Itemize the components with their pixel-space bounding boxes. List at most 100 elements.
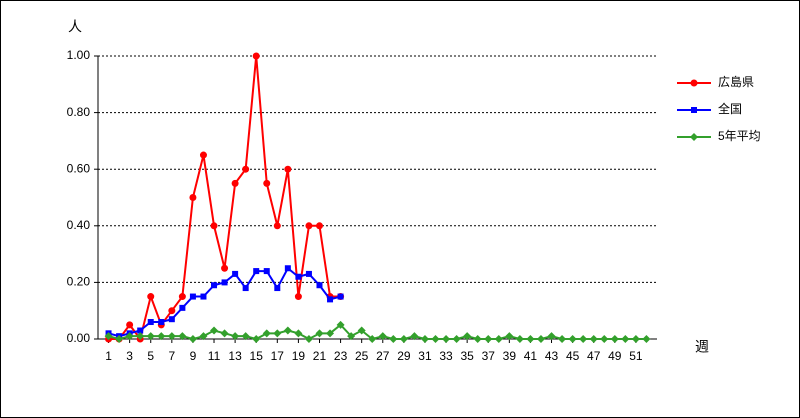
point [147, 293, 155, 301]
point [368, 335, 377, 343]
point [600, 335, 609, 343]
x-tick-label: 41 [524, 349, 538, 363]
point [642, 335, 651, 343]
point [389, 335, 398, 343]
x-tick-label: 43 [545, 349, 559, 363]
point [326, 329, 335, 338]
point [610, 335, 619, 343]
point [125, 332, 134, 341]
x-tick-label: 21 [313, 349, 327, 363]
point [179, 304, 186, 311]
point [211, 282, 218, 289]
x-tick-label: 39 [503, 349, 517, 363]
legend-label: 全国 [718, 101, 742, 116]
point [515, 335, 524, 343]
x-tick-label: 51 [629, 349, 643, 363]
point [505, 332, 514, 341]
legend-marker [691, 107, 697, 113]
point [305, 270, 312, 277]
point [168, 307, 176, 315]
legend-marker [690, 133, 698, 141]
point [420, 335, 429, 343]
point [242, 285, 249, 292]
point [273, 222, 281, 230]
x-tick-label: 7 [168, 349, 175, 363]
x-axis-label: 週 [695, 339, 709, 355]
point [304, 335, 313, 343]
x-tick-label: 27 [376, 349, 390, 363]
y-axis-label: 人 [68, 19, 82, 35]
point [220, 329, 229, 338]
x-tick-label: 37 [482, 349, 496, 363]
x-tick-label: 19 [292, 349, 306, 363]
point [463, 332, 472, 341]
point [347, 332, 356, 341]
point [178, 293, 186, 301]
point [252, 52, 260, 60]
point [473, 335, 482, 343]
point [104, 332, 113, 341]
point [410, 332, 419, 341]
point [189, 293, 196, 300]
point [568, 335, 577, 343]
point [137, 327, 144, 334]
x-tick-label: 15 [250, 349, 264, 363]
point [146, 332, 155, 341]
y-tick-label: 0.80 [67, 105, 91, 119]
point [167, 332, 176, 341]
point [526, 335, 535, 343]
point [378, 332, 387, 341]
point [199, 151, 207, 159]
point [252, 335, 261, 343]
point [242, 165, 250, 173]
y-tick-label: 1.00 [67, 48, 91, 62]
point [589, 335, 598, 343]
point [200, 293, 207, 300]
point [232, 270, 239, 277]
y-tick-label: 0.40 [67, 218, 91, 232]
point [158, 319, 165, 326]
x-tick-label: 45 [566, 349, 580, 363]
point [126, 321, 134, 329]
x-tick-label: 25 [355, 349, 369, 363]
y-tick-label: 0.20 [67, 275, 91, 289]
point [621, 335, 630, 343]
x-tick-label: 29 [397, 349, 411, 363]
series-line [108, 323, 647, 341]
legend-label: 広島県 [718, 74, 754, 89]
x-tick-label: 31 [418, 349, 432, 363]
x-tick-label: 17 [271, 349, 285, 363]
y-tick-label: 0.00 [67, 331, 91, 345]
x-tick-label: 5 [147, 349, 154, 363]
point [147, 319, 154, 326]
point [284, 265, 291, 272]
point [263, 268, 270, 275]
point [494, 335, 503, 343]
x-tick-label: 35 [460, 349, 474, 363]
point [210, 326, 219, 335]
x-tick-label: 33 [439, 349, 453, 363]
point [357, 326, 366, 335]
x-tick-label: 11 [208, 349, 221, 363]
point [305, 222, 313, 230]
point [274, 285, 281, 292]
point [631, 335, 640, 343]
point [168, 316, 175, 323]
point [283, 326, 292, 335]
x-tick-label: 13 [228, 349, 242, 363]
point [231, 332, 240, 341]
point [231, 179, 239, 187]
x-tick-label: 49 [608, 349, 622, 363]
point [294, 329, 303, 338]
point [115, 335, 124, 343]
point [315, 222, 323, 230]
point [431, 335, 440, 343]
point [484, 335, 493, 343]
point [136, 332, 145, 341]
y-tick-label: 0.60 [67, 161, 91, 175]
point [253, 268, 260, 275]
x-tick-label: 3 [126, 349, 133, 363]
point [210, 222, 218, 230]
point [327, 296, 334, 303]
